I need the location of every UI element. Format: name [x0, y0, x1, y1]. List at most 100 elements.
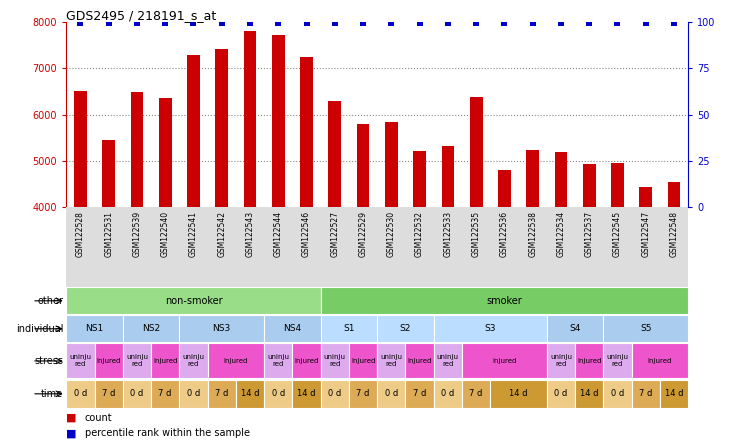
Text: injured: injured: [351, 358, 375, 364]
Bar: [180, 315, 264, 342]
Bar: [660, 380, 688, 408]
Text: GSM122544: GSM122544: [274, 211, 283, 257]
Text: 0 d: 0 d: [385, 389, 398, 398]
Text: non-smoker: non-smoker: [165, 296, 222, 306]
Bar: [180, 344, 208, 378]
Bar: [442, 146, 454, 392]
Bar: [575, 344, 604, 378]
Text: S4: S4: [570, 324, 581, 333]
Text: 0 d: 0 d: [554, 389, 567, 398]
Bar: [66, 287, 321, 314]
Text: ■: ■: [66, 413, 77, 423]
Bar: [321, 315, 378, 342]
Bar: [321, 344, 349, 378]
Text: 14 d: 14 d: [665, 389, 683, 398]
Point: [640, 20, 651, 27]
Bar: [490, 380, 547, 408]
Bar: [378, 380, 406, 408]
Bar: [66, 315, 123, 342]
Bar: [378, 344, 406, 378]
Bar: [462, 344, 547, 378]
Text: GSM122530: GSM122530: [387, 211, 396, 257]
Bar: [640, 187, 652, 392]
Text: GSM122546: GSM122546: [302, 211, 311, 257]
Text: 7 d: 7 d: [215, 389, 228, 398]
Text: GSM122542: GSM122542: [217, 211, 226, 257]
Bar: [292, 344, 321, 378]
Text: uninju
red: uninju red: [324, 354, 346, 368]
Text: uninju
red: uninju red: [606, 354, 629, 368]
Bar: [357, 124, 369, 392]
Bar: [151, 380, 180, 408]
Text: GSM122540: GSM122540: [160, 211, 170, 257]
Text: S3: S3: [484, 324, 496, 333]
Text: GSM122537: GSM122537: [584, 211, 594, 257]
Point: [527, 20, 539, 27]
Text: NS2: NS2: [142, 324, 160, 333]
Bar: [526, 150, 539, 392]
Text: GSM122531: GSM122531: [104, 211, 113, 257]
Bar: [94, 380, 123, 408]
Bar: [604, 380, 631, 408]
Point: [300, 20, 312, 27]
Text: 14 d: 14 d: [297, 389, 316, 398]
Text: 14 d: 14 d: [241, 389, 259, 398]
Text: injured: injured: [153, 358, 177, 364]
Point: [159, 20, 171, 27]
Text: uninju
red: uninju red: [550, 354, 572, 368]
Text: GSM122533: GSM122533: [443, 211, 453, 257]
Text: GSM122543: GSM122543: [246, 211, 255, 257]
Point: [555, 20, 567, 27]
Bar: [547, 315, 604, 342]
Text: 7 d: 7 d: [639, 389, 652, 398]
Bar: [74, 91, 87, 392]
Bar: [413, 151, 426, 392]
Bar: [300, 57, 313, 392]
Bar: [406, 344, 434, 378]
Text: GSM122545: GSM122545: [613, 211, 622, 257]
Text: injured: injured: [577, 358, 601, 364]
Text: injured: injured: [96, 358, 121, 364]
Text: 0 d: 0 d: [272, 389, 285, 398]
Text: 0 d: 0 d: [611, 389, 624, 398]
Text: 7 d: 7 d: [102, 389, 116, 398]
Bar: [66, 344, 94, 378]
Text: NS4: NS4: [283, 324, 302, 333]
Bar: [66, 380, 94, 408]
Point: [498, 20, 510, 27]
Text: GDS2495 / 218191_s_at: GDS2495 / 218191_s_at: [66, 9, 216, 22]
Bar: [349, 380, 378, 408]
Bar: [208, 344, 264, 378]
Bar: [208, 380, 236, 408]
Text: GSM122534: GSM122534: [556, 211, 565, 257]
Bar: [264, 315, 321, 342]
Bar: [216, 48, 228, 392]
Point: [584, 20, 595, 27]
Text: ■: ■: [66, 428, 77, 438]
Bar: [123, 380, 151, 408]
Bar: [94, 344, 123, 378]
Point: [188, 20, 199, 27]
Text: GSM122539: GSM122539: [132, 211, 141, 257]
Point: [103, 20, 115, 27]
Bar: [470, 97, 483, 392]
Bar: [462, 380, 490, 408]
Text: GSM122547: GSM122547: [641, 211, 651, 257]
Text: uninju
red: uninju red: [381, 354, 403, 368]
Bar: [385, 123, 397, 392]
Bar: [555, 152, 567, 392]
Text: 0 d: 0 d: [187, 389, 200, 398]
Bar: [498, 170, 511, 392]
Bar: [547, 344, 575, 378]
Bar: [604, 344, 631, 378]
Bar: [575, 380, 604, 408]
Text: GSM122532: GSM122532: [415, 211, 424, 257]
Text: 7 d: 7 d: [470, 389, 483, 398]
Bar: [406, 380, 434, 408]
Text: injured: injured: [492, 358, 517, 364]
Point: [386, 20, 397, 27]
Text: NS1: NS1: [85, 324, 104, 333]
Text: uninju
red: uninju red: [69, 354, 91, 368]
Bar: [151, 344, 180, 378]
Point: [442, 20, 454, 27]
